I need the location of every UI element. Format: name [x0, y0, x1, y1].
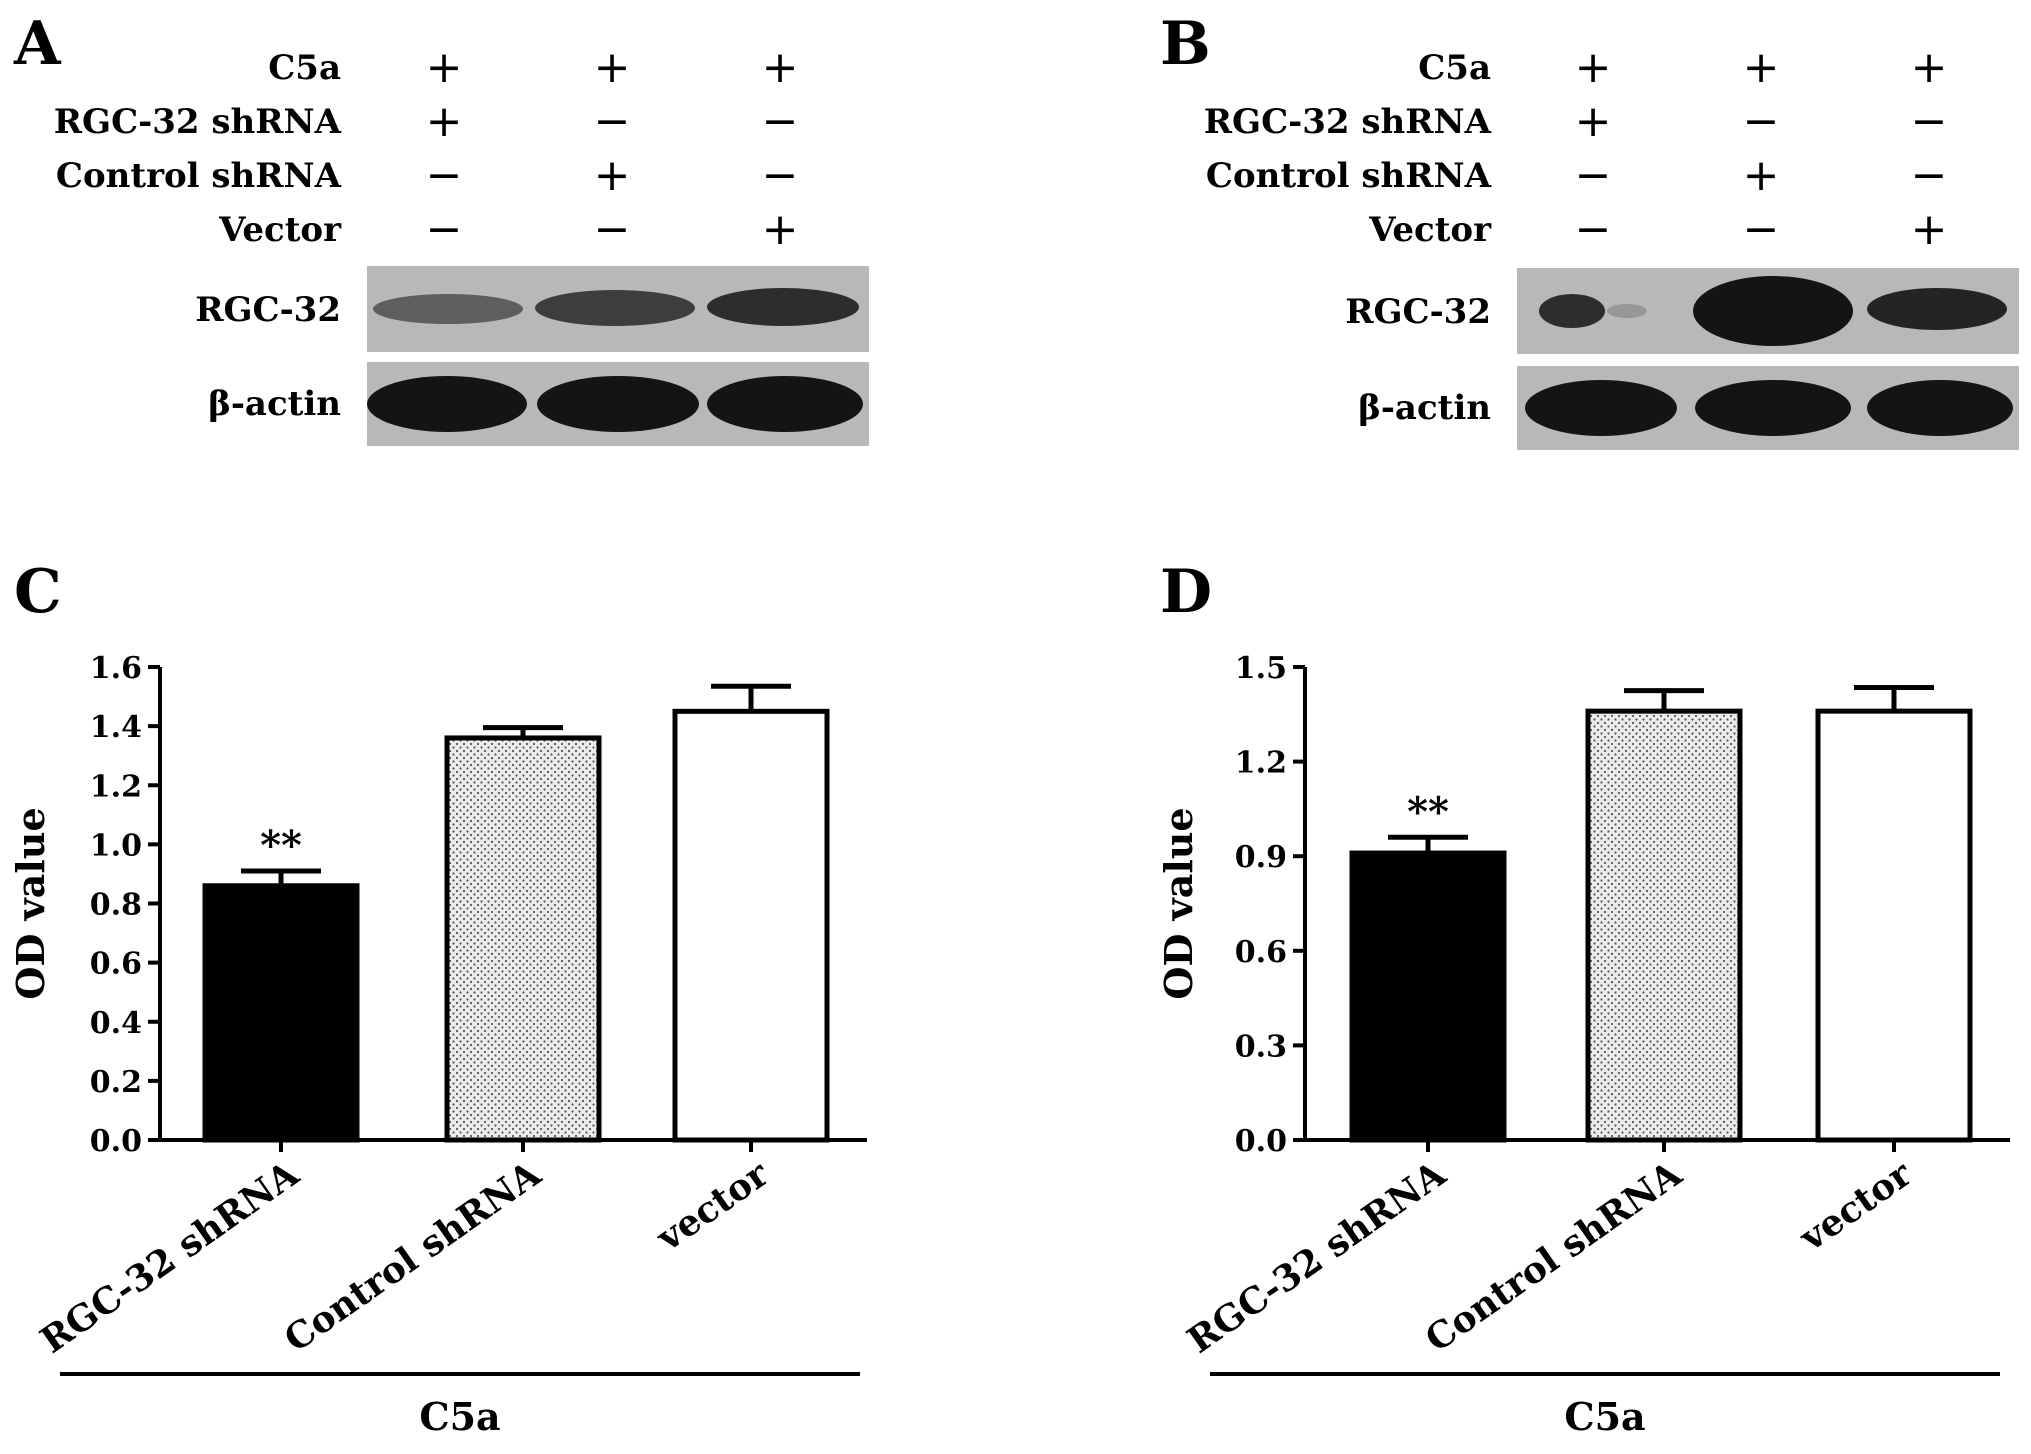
blot-band: [1867, 288, 2007, 330]
panel-letter-a: A: [14, 9, 61, 79]
y-tick-label: 1.0: [90, 828, 142, 863]
bar: [1349, 850, 1507, 1143]
sign: +: [425, 42, 463, 93]
blot-band: [1867, 380, 2013, 436]
category-label: vector: [649, 1152, 777, 1259]
blot-band: [707, 376, 863, 432]
treatment-label-c5a: C5a: [1418, 48, 1491, 88]
category-label: Control shRNA: [1418, 1152, 1690, 1360]
sign: +: [1742, 42, 1780, 93]
y-axis-label: OD value: [1156, 807, 1201, 999]
sign: −: [1910, 96, 1948, 147]
x-axis-label: C5a: [1564, 1394, 1645, 1439]
sign: +: [1574, 96, 1612, 147]
treatment-label-rgc32-shrna: RGC-32 shRNA: [53, 102, 341, 142]
blot-band: [1693, 276, 1853, 346]
sign: +: [1742, 150, 1780, 201]
category-label: Control shRNA: [277, 1152, 549, 1360]
y-tick-label: 1.6: [90, 651, 142, 686]
band-label-rgc32: RGC-32: [1345, 292, 1491, 332]
bar: [672, 708, 830, 1143]
sign: −: [1574, 204, 1612, 255]
y-tick-label: 0.0: [90, 1124, 142, 1159]
blot-band: [1525, 380, 1677, 436]
western-blot-beta-actin-a: [367, 362, 869, 446]
significance-marker: **: [260, 822, 302, 869]
sign: −: [593, 96, 631, 147]
sign: +: [761, 42, 799, 93]
y-tick-label: 0.8: [90, 888, 142, 923]
sign: −: [1910, 150, 1948, 201]
y-tick-label: 0.6: [90, 947, 142, 982]
bar: [444, 735, 602, 1143]
panel-letter-b: B: [1160, 9, 1211, 79]
blot-band: [707, 288, 859, 326]
y-tick-label: 0.9: [1235, 840, 1287, 875]
y-tick-label: 1.5: [1235, 651, 1287, 686]
sign: −: [425, 150, 463, 201]
y-tick-label: 1.4: [90, 710, 142, 745]
treatment-label-vector: Vector: [219, 210, 341, 250]
western-blot-rgc32-b: [1517, 268, 2019, 354]
sign: −: [1742, 204, 1780, 255]
blot-band: [367, 376, 527, 432]
y-tick-label: 0.4: [90, 1006, 142, 1041]
sign: −: [593, 204, 631, 255]
western-blot-rgc32-a: [367, 266, 869, 352]
band-label-beta-actin: β-actin: [208, 384, 341, 424]
bar: [1585, 708, 1743, 1143]
significance-marker: **: [1407, 788, 1449, 835]
treatment-label-control-shrna: Control shRNA: [55, 156, 341, 196]
y-axis-label: OD value: [8, 807, 53, 999]
panel-letter-c: C: [14, 557, 62, 627]
category-label: RGC-32 shRNA: [33, 1152, 307, 1361]
y-tick-label: 0.3: [1235, 1029, 1287, 1064]
blot-band: [1695, 380, 1851, 436]
western-blot-beta-actin-b: [1517, 366, 2019, 450]
sign: −: [1574, 150, 1612, 201]
treatment-label-vector: Vector: [1369, 210, 1491, 250]
panel-letter-d: D: [1160, 557, 1213, 627]
blot-band: [1539, 294, 1605, 328]
y-tick-label: 0.0: [1235, 1124, 1287, 1159]
bar: [202, 883, 360, 1143]
blot-band: [1607, 304, 1647, 318]
band-label-beta-actin: β-actin: [1358, 388, 1491, 428]
blot-band: [535, 290, 695, 326]
bar-chart-c: 0.0 0.2 0.4 0.6 0.8 1.0 1.2 1.4 1.6 OD value ** RGC…: [8, 651, 867, 1439]
category-label: vector: [1792, 1152, 1920, 1259]
category-label: RGC-32 shRNA: [1180, 1152, 1454, 1361]
bar-chart-d: 0.0 0.3 0.6 0.9 1.2 1.5 OD value ** RGC-32 shRNA…: [1156, 651, 2010, 1439]
sign: +: [593, 150, 631, 201]
treatment-label-control-shrna: Control shRNA: [1205, 156, 1491, 196]
sign: −: [425, 204, 463, 255]
sign: −: [761, 96, 799, 147]
treatment-label-c5a: C5a: [268, 48, 341, 88]
band-label-rgc32: RGC-32: [195, 290, 341, 330]
y-tick-label: 0.2: [90, 1065, 142, 1100]
y-tick-label: 0.6: [1235, 935, 1287, 970]
sign: +: [1910, 42, 1948, 93]
sign: −: [1742, 96, 1780, 147]
sign: +: [1910, 204, 1948, 255]
sign: +: [1574, 42, 1612, 93]
sign: +: [425, 96, 463, 147]
blot-band: [373, 294, 523, 324]
y-tick-label: 1.2: [90, 769, 142, 804]
bar: [1815, 708, 1973, 1143]
y-tick-label: 1.2: [1235, 746, 1287, 781]
sign: −: [761, 150, 799, 201]
x-axis-label: C5a: [419, 1394, 500, 1439]
sign: +: [593, 42, 631, 93]
treatment-label-rgc32-shrna: RGC-32 shRNA: [1203, 102, 1491, 142]
sign: +: [761, 204, 799, 255]
blot-band: [537, 376, 699, 432]
